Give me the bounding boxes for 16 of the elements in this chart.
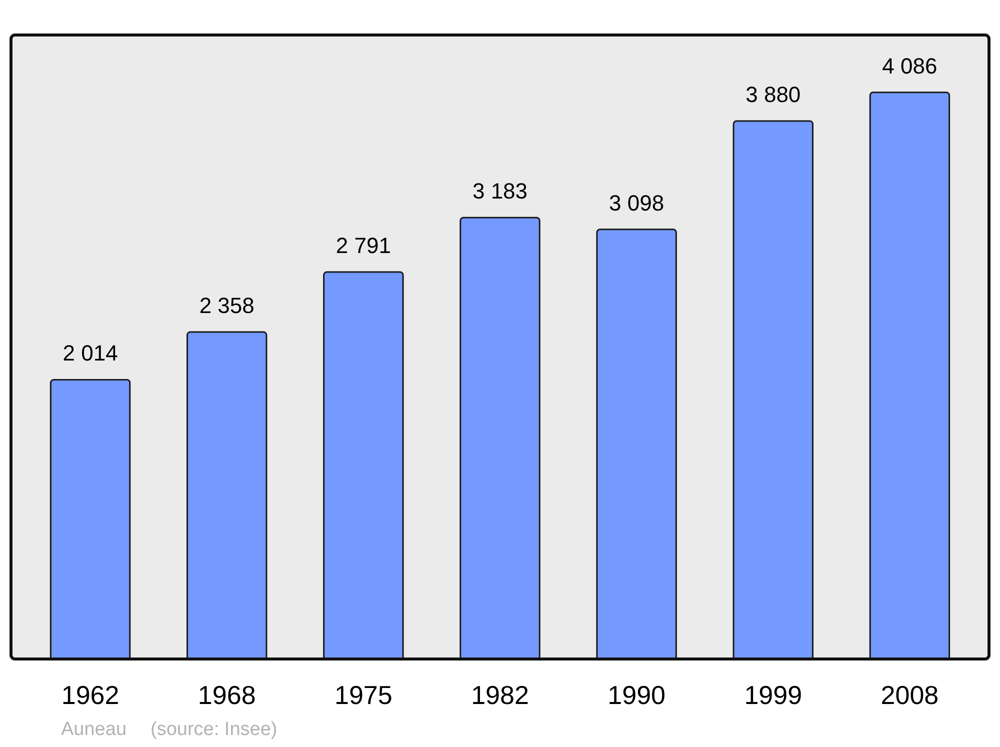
data-label: 4 086 xyxy=(882,53,938,78)
x-tick-label: 1975 xyxy=(334,680,392,710)
data-label: 3 880 xyxy=(746,82,801,107)
text: (source: Insee) xyxy=(150,719,278,740)
text: Auneau xyxy=(61,719,127,740)
x-tick-label: 1999 xyxy=(744,680,802,710)
x-tick-label: 1962 xyxy=(61,680,120,710)
data-label: 3 183 xyxy=(472,178,528,204)
data-label: 2 014 xyxy=(62,340,118,366)
x-tick-label: 1990 xyxy=(608,680,666,710)
data-label: 2 358 xyxy=(199,293,254,318)
data-label: 3 098 xyxy=(609,190,664,216)
x-tick-label: 1968 xyxy=(198,680,256,710)
data-label: 2 791 xyxy=(336,232,391,258)
x-tick-label: 1982 xyxy=(471,680,529,710)
x-tick-label: 2008 xyxy=(880,680,939,710)
